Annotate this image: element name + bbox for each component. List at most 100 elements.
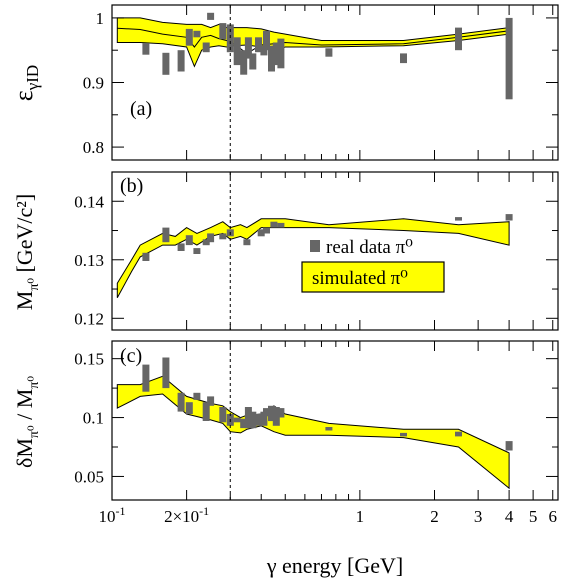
data-bar-c (263, 408, 270, 417)
data-bar-a (325, 48, 333, 57)
data-bar-b (277, 222, 285, 228)
legend-sim-label: simulated π⁰ (312, 268, 408, 289)
x-tick-label-base: 10 (99, 507, 116, 526)
y-axis-title-c-mid: / M (12, 389, 37, 426)
x-axis-title: γ energy [GeV] (266, 553, 403, 578)
data-bar-a (207, 12, 215, 20)
x-tick-label: 6 (548, 507, 557, 526)
legend-data-swatch (310, 240, 320, 252)
y-tick-label-c: 0.15 (74, 350, 104, 369)
data-bar-a (193, 30, 201, 38)
data-bar-b (185, 235, 193, 246)
y-axis-title-c: δMπ⁰ / Mπ⁰ (12, 376, 42, 468)
x-tick-label: 2×10-1 (164, 504, 209, 526)
y-axis-title-a-main: ε (9, 90, 38, 101)
panel-c: 0.050.10.15 (c)δMπ⁰ / Mπ⁰ (12, 340, 559, 501)
y-axis-title-c-main: δM (12, 438, 37, 468)
data-bar-a (455, 27, 462, 51)
panel-tag-c: (c) (120, 345, 142, 367)
y-axis-title-b-sub: π⁰ (27, 278, 42, 291)
data-bar-a (202, 42, 210, 53)
x-tick-label: 5 (529, 507, 538, 526)
x-tick-label: 4 (505, 507, 514, 526)
y-tick-label-b: 0.14 (74, 192, 104, 211)
data-bar-a (400, 53, 407, 64)
data-bar-b (177, 243, 185, 251)
data-bar-c (455, 431, 462, 437)
data-bar-a (255, 37, 262, 53)
data-bar-c (219, 407, 227, 423)
sim-band-c (116, 375, 510, 490)
y-tick-label-b: 0.13 (74, 251, 104, 270)
x-tick-label: 10-1 (99, 504, 126, 526)
data-bar-c (277, 408, 285, 418)
data-bar-c (249, 411, 257, 429)
data-bar-a (233, 37, 241, 66)
data-bar-c (193, 392, 201, 400)
y-axis-title-b: Mπ⁰ [GeV/c²] (12, 194, 42, 310)
y-tick-label-a: 0.9 (83, 74, 104, 93)
data-bar-b (142, 252, 150, 261)
data-bar-c (202, 402, 210, 421)
data-bar-c (185, 402, 193, 414)
y-axis-title-b-main: M (12, 291, 37, 311)
data-bar-b (263, 227, 270, 234)
y-tick-label-b: 0.12 (74, 309, 104, 328)
data-bar-c (244, 407, 252, 429)
data-bar-b (505, 214, 513, 221)
data-bar-a (244, 37, 252, 59)
y-tick-label-c: 0.05 (74, 467, 104, 486)
data-bar-a (263, 30, 270, 51)
frame-b (111, 171, 559, 331)
y-axis-title-a-sub: γID (23, 65, 42, 91)
data-bar-a (240, 50, 248, 75)
data-bar-c (260, 411, 268, 426)
y-axis-title-a: εγID (9, 65, 42, 101)
data-bar-c (240, 418, 248, 429)
data-bar-b (219, 233, 227, 240)
data-bar-a (162, 52, 170, 75)
y-tick-label-a: 1 (96, 9, 105, 28)
x-axis-labels: 10-1 2×10-1 1 2 3 4 5 6 (99, 504, 557, 526)
data-bar-c (325, 427, 333, 431)
data-bar-a (272, 42, 280, 66)
y-axis-title-c-sub2: π⁰ (27, 376, 42, 389)
data-bar-a (505, 17, 513, 100)
data-bar-b (257, 229, 265, 237)
x-tick-label: 1 (356, 507, 365, 526)
data-bar-c (400, 432, 407, 437)
data-bar-b (270, 221, 278, 228)
data-bar-b (207, 233, 215, 243)
data-bar-a (177, 50, 185, 72)
data-bar-b (162, 227, 170, 243)
legend-data-label: real data π⁰ (326, 237, 413, 258)
data-bar-c (207, 396, 215, 406)
x-tick-label-exp: -1 (199, 504, 209, 518)
data-bar-c (142, 364, 150, 392)
data-bar-c (272, 407, 280, 426)
data-bar-a (277, 38, 285, 69)
panel-b: 0.12 0.13 0.14 (b) Mπ⁰ [GeV/c²] (12, 171, 559, 331)
y-axis-title-c-sub1: π⁰ (27, 425, 42, 438)
panel-a: 0.8 0.9 1 (a) εγID (9, 4, 559, 161)
data-bar-b (202, 239, 210, 246)
data-bar-c (177, 392, 185, 412)
x-tick-label: 3 (474, 507, 483, 526)
frame-c (111, 340, 559, 501)
data-bar-b (193, 248, 201, 254)
legend-sim-box (301, 261, 445, 293)
data-bar-a (185, 28, 193, 46)
y-tick-label-a: 0.8 (83, 138, 104, 157)
data-bar-a (219, 23, 227, 40)
data-bar-c (255, 414, 262, 426)
data-bar-c (162, 357, 170, 389)
data-bar-c (505, 441, 513, 451)
panel-tag-b: (b) (120, 175, 143, 197)
x-tick-label: 2 (430, 507, 439, 526)
x-tick-label-base: 2×10 (164, 507, 199, 526)
sim-band-a (116, 17, 510, 68)
y-axis-title-b-unit: [GeV/c²] (12, 194, 37, 278)
legend: real data π⁰ simulated π⁰ (301, 237, 445, 293)
data-bar-b (243, 239, 251, 246)
